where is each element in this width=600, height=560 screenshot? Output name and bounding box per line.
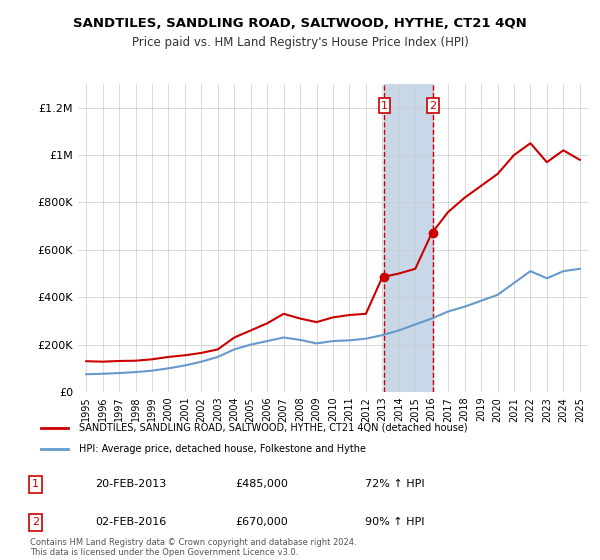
Text: HPI: Average price, detached house, Folkestone and Hythe: HPI: Average price, detached house, Folk… [79,444,365,454]
Text: Contains HM Land Registry data © Crown copyright and database right 2024.
This d: Contains HM Land Registry data © Crown c… [30,538,356,557]
Text: 02-FEB-2016: 02-FEB-2016 [95,517,166,527]
Text: 2: 2 [32,517,39,527]
Text: 20-FEB-2013: 20-FEB-2013 [95,479,166,489]
Text: 90% ↑ HPI: 90% ↑ HPI [365,517,424,527]
Text: 1: 1 [32,479,39,489]
Bar [385,84,433,392]
Text: £670,000: £670,000 [235,517,288,527]
Text: SANDTILES, SANDLING ROAD, SALTWOOD, HYTHE, CT21 4QN: SANDTILES, SANDLING ROAD, SALTWOOD, HYTH… [73,17,527,30]
Text: 1: 1 [381,101,388,110]
Text: £485,000: £485,000 [235,479,288,489]
Text: Price paid vs. HM Land Registry's House Price Index (HPI): Price paid vs. HM Land Registry's House … [131,36,469,49]
Text: 72% ↑ HPI: 72% ↑ HPI [365,479,424,489]
Text: 2: 2 [430,101,437,110]
Text: SANDTILES, SANDLING ROAD, SALTWOOD, HYTHE, CT21 4QN (detached house): SANDTILES, SANDLING ROAD, SALTWOOD, HYTH… [79,423,467,433]
